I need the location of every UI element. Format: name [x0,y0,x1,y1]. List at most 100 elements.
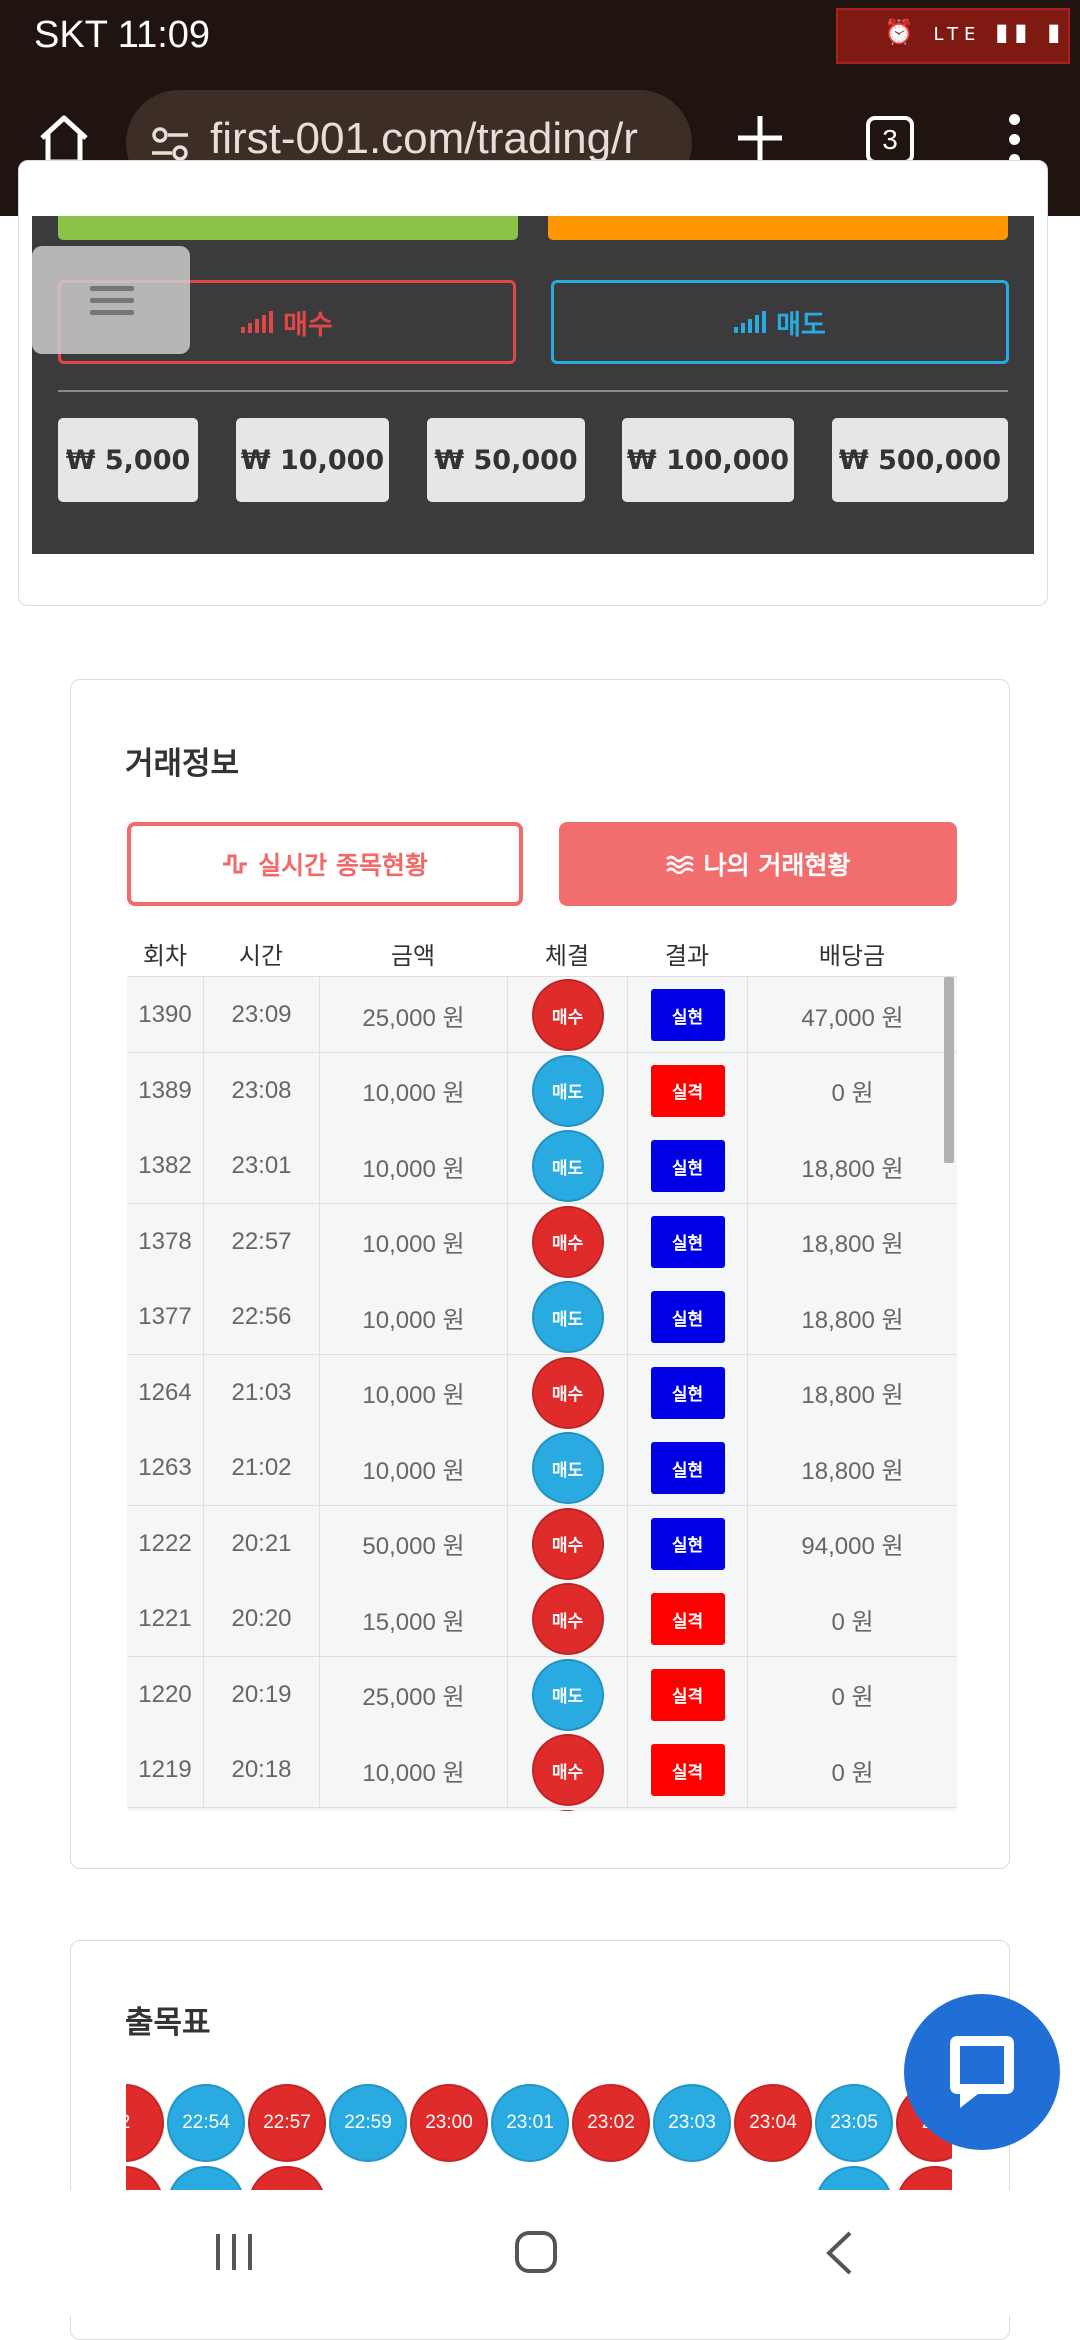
result-cell: 실현 [627,1505,747,1582]
url-text[interactable]: first-001.com/trading/r [210,114,638,163]
tab-realtime-status[interactable]: 실시간 종목현황 [127,822,523,906]
payout-cell: 0 원 [747,1581,957,1657]
payout-cell: 0 원 [747,1656,957,1733]
result-cell: 실현 [627,977,747,1053]
table-row: 1220 20:19 25,000 원 매도 실격 0 원 [127,1656,957,1733]
trade-table[interactable]: 1390 23:09 25,000 원 매수 실현 47,000 원 1389 23:08 10… [127,976,957,1811]
home-nav-icon[interactable] [514,2230,558,2274]
round-cell: 1390 [138,1001,192,1028]
status-bar: SKT 11:09 ⏰ LTE ▮▮ ▮ [0,0,1080,76]
section-title: 거래정보 [125,746,240,782]
signal-icon [241,311,274,333]
amount-cell: 50,000 원 [319,1505,507,1582]
round-cell: 1221 [138,1605,192,1632]
new-tab-icon[interactable] [734,112,786,164]
bead-strip: 222:5422:5722:5923:0023:0123:0223:0323:0… [126,2080,952,2190]
time-cell: 21:02 [203,1430,319,1506]
round-cell: 1377 [138,1303,192,1330]
amount-cell: 10,000 원 [319,1279,507,1355]
trade-info-card: 거래정보 실시간 종목현황 나의 거래현황 회차 시간 금액 체결 결과 배당금… [70,679,1010,1869]
side-cell: 매도 [507,1052,627,1129]
status-icons: ⏰ LTE ▮▮ ▮ [884,18,1067,46]
col-side: 체결 [544,942,590,970]
time-cell: 20:20 [203,1581,319,1657]
more-menu-icon[interactable] [1004,114,1024,170]
payout-cell: 18,800 원 [747,1279,957,1355]
lose-badge: 실격 [650,1064,725,1117]
amount-cell: 10,000 원 [319,1430,507,1506]
amount-cell: 15,000 원 [319,1581,507,1657]
amount-cell: 25,000 원 [319,1656,507,1733]
time-cell: 22:57 [203,1203,319,1280]
site-settings-icon[interactable] [150,124,190,164]
table-row: 1390 23:09 25,000 원 매수 실현 47,000 원 [127,977,957,1053]
payout-cell: 0 원 [747,1732,957,1808]
system-nav-bar [0,2190,1080,2316]
time-cell: 20:19 [203,1656,319,1733]
table-scrollbar[interactable] [944,977,954,1163]
bead [248,2166,326,2190]
table-header: 회차 시간 금액 체결 결과 배당금 [127,936,957,976]
side-cell: 매수 [507,1354,627,1431]
amount-button-500000[interactable]: ₩ 500,000 [832,418,1008,502]
amount-cell: 10,000 원 [319,1128,507,1204]
signal-icon [734,311,767,333]
pulse-icon [223,854,248,874]
bead: 2 [126,2084,164,2162]
bead: 22:57 [248,2084,326,2162]
bead: 22:54 [167,2084,245,2162]
bead: 23:05 [815,2084,893,2162]
buy-badge: 매수 [531,1734,604,1806]
win-badge: 실현 [650,1140,725,1192]
side-cell: 매도 [507,1656,627,1733]
amount-cell: 10,000 원 [319,1203,507,1280]
table-row: 1382 23:01 10,000 원 매도 실현 18,800 원 [127,1128,957,1204]
payout-cell: 47,000 원 [747,977,957,1053]
table-row: 1221 20:20 15,000 원 매수 실격 0 원 [127,1581,957,1657]
tab-switcher-button[interactable]: 3 [866,116,914,164]
lose-badge: 실격 [650,1744,725,1796]
side-cell: 매수 [507,1505,627,1582]
amount-cell: 10,000 원 [319,1354,507,1431]
back-icon[interactable] [824,2230,854,2276]
sell-badge: 매도 [531,1432,604,1504]
table-row: 1389 23:08 10,000 원 매도 실격 0 원 [127,1052,957,1129]
chat-icon [950,2036,1014,2108]
round-cell: 1264 [138,1378,192,1406]
status-time: SKT 11:09 [34,14,211,56]
table-row: 1377 22:56 10,000 원 매도 실현 18,800 원 [127,1279,957,1355]
bead: 23:01 [491,2084,569,2162]
side-cell: 매수 [507,1732,627,1808]
notification-badge-icon [836,8,1070,64]
table-row-partial [127,1807,957,1811]
win-badge: 실현 [650,1291,725,1343]
hamburger-menu-icon[interactable] [32,246,190,354]
win-badge: 실현 [650,1517,725,1570]
buy-badge: 매수 [531,979,604,1051]
sell-label: 매도 [776,309,826,341]
sell-badge: 매도 [531,1281,604,1353]
time-cell: 20:18 [203,1732,319,1808]
amount-button-10000[interactable]: ₩ 10,000 [236,418,389,502]
chat-button[interactable] [904,1994,1060,2150]
recent-apps-icon[interactable] [212,2232,256,2272]
result-cell: 실현 [627,1128,747,1204]
table-row: 1264 21:03 10,000 원 매수 실현 18,800 원 [127,1354,957,1431]
time-cell: 23:09 [203,977,319,1053]
side-cell: 매도 [507,1430,627,1506]
sell-button[interactable]: 매도 [551,280,1009,364]
tab-my-trades[interactable]: 나의 거래현황 [559,822,957,906]
result-cell: 실현 [627,1203,747,1280]
amount-button-50000[interactable]: ₩ 50,000 [427,418,585,502]
result-cell: 실격 [627,1052,747,1129]
table-row: 1222 20:21 50,000 원 매수 실현 94,000 원 [127,1505,957,1582]
payout-cell: 0 원 [747,1052,957,1129]
time-cell: 21:03 [203,1354,319,1431]
green-bar [58,216,518,240]
payout-cell: 18,800 원 [747,1354,957,1431]
bead [167,2166,245,2190]
amount-button-5000[interactable]: ₩ 5,000 [58,418,198,502]
col-result: 결과 [664,942,710,970]
amount-button-100000[interactable]: ₩ 100,000 [622,418,794,502]
amount-cell: 10,000 원 [319,1732,507,1808]
